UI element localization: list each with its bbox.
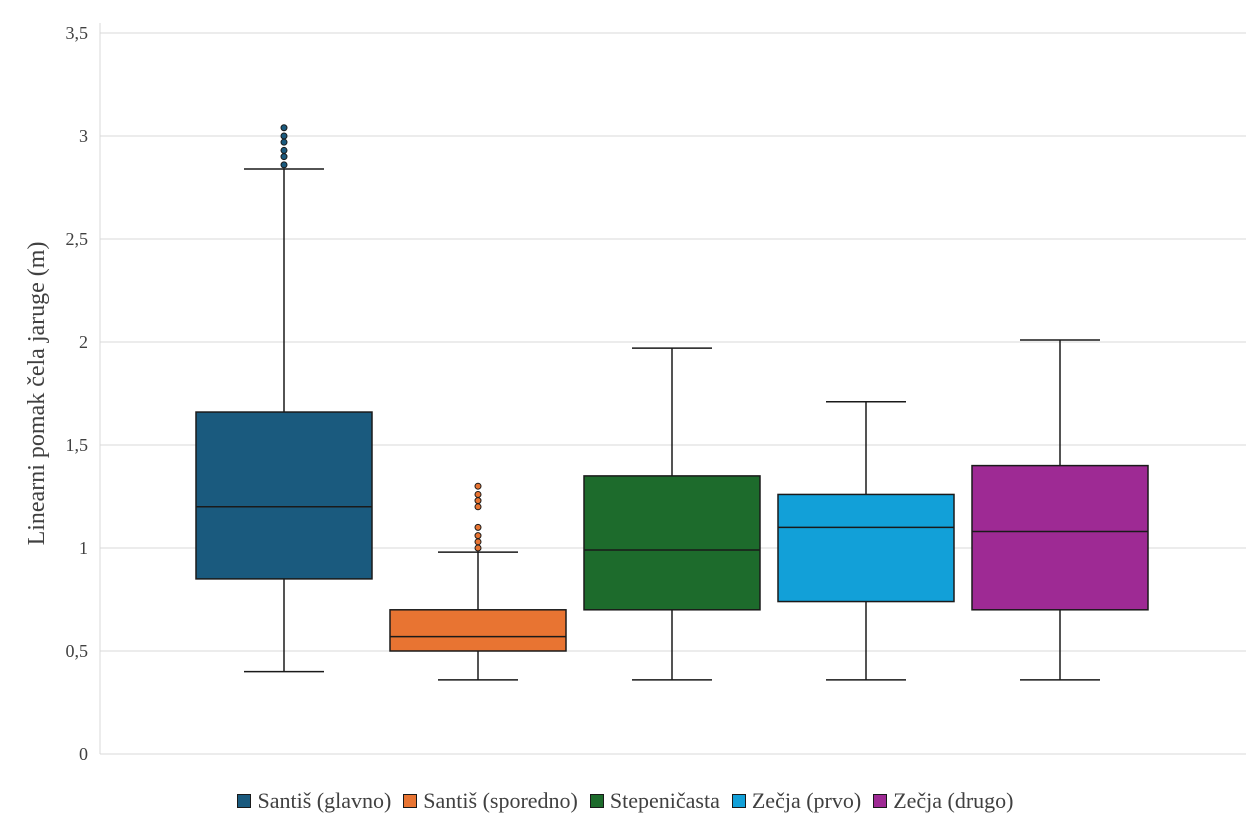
y-tick-label: 1,5 (66, 435, 89, 455)
box-body (583, 475, 761, 611)
legend-item: Zečja (prvo) (731, 788, 862, 814)
outlier-point (474, 497, 482, 505)
y-tick-label: 0,5 (66, 641, 89, 661)
y-tick-label: 1 (79, 538, 88, 558)
legend-swatch (873, 794, 888, 808)
legend-label: Zečja (prvo) (751, 788, 862, 813)
y-tick-label: 0 (79, 744, 88, 764)
box-body (777, 493, 955, 603)
outlier-point (280, 124, 288, 132)
boxes (195, 124, 1149, 681)
box-body (195, 411, 373, 580)
legend-swatch (731, 794, 746, 808)
box-body (389, 609, 567, 652)
box-1 (389, 482, 567, 681)
box-0 (195, 124, 373, 673)
box-4 (971, 339, 1149, 681)
legend-label: Zečja (drugo) (893, 788, 1014, 813)
outlier-point (474, 538, 482, 546)
legend-item: Stepeničasta (589, 788, 720, 814)
y-tick-label: 2,5 (66, 229, 89, 249)
legend-label: Santiš (glavno) (257, 788, 392, 813)
legend-label: Stepeničasta (609, 788, 720, 813)
legend-item: Santiš (sporedno) (403, 788, 578, 814)
outlier-point (474, 503, 482, 511)
legend-item: Santiš (glavno) (237, 788, 391, 814)
outlier-point (474, 482, 482, 490)
legend-swatch (589, 794, 604, 808)
legend-swatch (403, 794, 418, 808)
box-2 (583, 347, 761, 681)
box-3 (777, 400, 955, 681)
outlier-point (280, 132, 288, 140)
y-tick-label: 3 (79, 126, 88, 146)
legend: Santiš (glavno) Santiš (sporedno) Stepenič… (0, 786, 1251, 816)
outlier-point (474, 544, 482, 552)
outlier-point (280, 146, 288, 154)
outlier-point (474, 490, 482, 498)
outlier-point (280, 161, 288, 169)
y-tick-label: 3,5 (66, 23, 89, 43)
y-axis: 0 0,5 1 1,5 2 2,5 3 3,5 (66, 23, 101, 764)
outlier-point (280, 138, 288, 146)
gridlines (100, 32, 1246, 755)
legend-item: Zečja (drugo) (873, 788, 1014, 814)
y-axis-title: Linearni pomak čela jaruge (m) (24, 242, 50, 546)
legend-swatch (237, 794, 252, 808)
outlier-point (280, 153, 288, 161)
outlier-point (474, 532, 482, 540)
outlier-point (474, 523, 482, 531)
y-tick-label: 2 (79, 332, 88, 352)
legend-label: Santiš (sporedno) (423, 788, 578, 813)
box-body (971, 464, 1149, 611)
